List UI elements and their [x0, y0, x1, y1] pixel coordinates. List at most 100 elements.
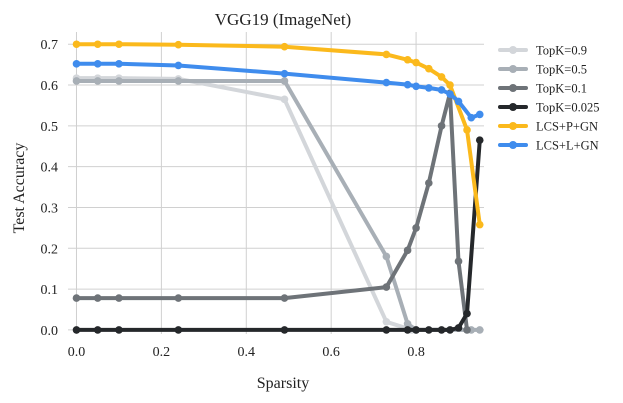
data-point — [382, 50, 391, 59]
legend-label: TopK=0.5 — [536, 63, 587, 77]
legend-label: TopK=0.1 — [536, 82, 587, 96]
data-point — [382, 317, 391, 326]
y-tick-label: 0.1 — [41, 283, 59, 298]
data-point — [72, 40, 81, 49]
data-point — [446, 326, 454, 334]
data-point — [72, 60, 81, 68]
data-point — [403, 246, 412, 255]
data-point — [93, 294, 102, 302]
data-point — [115, 60, 123, 68]
chart-title: VGG19 (ImageNet) — [215, 10, 351, 29]
legend-item[interactable]: TopK=0.9 — [498, 44, 587, 58]
x-tick-label: 0.0 — [68, 345, 86, 360]
data-point — [475, 326, 484, 334]
data-point — [174, 294, 183, 302]
data-point — [93, 40, 102, 49]
legend-dot-marker — [509, 141, 517, 149]
data-point — [115, 40, 123, 49]
legend-label: TopK=0.9 — [536, 44, 587, 58]
data-point — [280, 69, 289, 78]
legend-dot-marker — [509, 65, 517, 73]
data-point — [412, 326, 420, 334]
data-point — [403, 55, 412, 64]
data-point — [403, 80, 412, 89]
data-point — [403, 319, 412, 328]
series-topk-0-9 — [72, 74, 416, 334]
data-point — [425, 179, 433, 187]
x-tick-label: 0.2 — [153, 345, 171, 360]
legend-dot-marker — [509, 122, 517, 130]
legend-dot-marker — [509, 103, 517, 111]
data-point — [412, 82, 420, 91]
data-point — [93, 77, 102, 85]
series-line — [74, 61, 482, 120]
y-tick-label: 0.4 — [41, 161, 59, 176]
legend-dot-marker — [509, 46, 517, 54]
plot-area — [72, 40, 484, 334]
legend-dot-marker — [509, 84, 517, 92]
data-point — [382, 283, 391, 291]
y-tick-label: 0.7 — [41, 38, 59, 53]
data-point — [454, 97, 463, 106]
data-point — [446, 90, 454, 98]
series-line — [74, 79, 482, 332]
data-point — [174, 61, 183, 70]
data-point — [93, 60, 102, 68]
data-point — [425, 326, 433, 334]
data-point — [174, 326, 183, 334]
data-point — [280, 42, 289, 51]
series-line — [74, 138, 482, 332]
legend-item[interactable]: LCS+L+GN — [498, 139, 599, 153]
data-point — [454, 324, 463, 332]
series-topk-0-025 — [72, 136, 484, 334]
y-axis-label: Test Accuracy — [11, 143, 28, 234]
y-tick-label: 0.6 — [41, 79, 59, 94]
data-point — [475, 220, 484, 229]
data-point — [382, 78, 391, 87]
x-tick-label: 0.4 — [238, 345, 256, 360]
x-tick-label: 0.6 — [322, 345, 340, 360]
y-tick-label: 0.5 — [41, 120, 59, 135]
data-point — [174, 40, 183, 49]
data-point — [454, 257, 463, 266]
data-point — [403, 326, 412, 334]
legend-item[interactable]: TopK=0.5 — [498, 63, 587, 77]
data-point — [115, 77, 123, 85]
data-point — [475, 136, 484, 144]
data-point — [280, 294, 289, 302]
data-point — [174, 77, 183, 85]
data-point — [115, 326, 123, 334]
legend-item[interactable]: TopK=0.025 — [498, 101, 599, 115]
x-axis-ticks: 0.0 0.2 0.4 0.6 0.8 — [68, 345, 425, 360]
legend-item[interactable]: LCS+P+GN — [498, 120, 598, 134]
y-tick-label: 0.2 — [41, 242, 59, 257]
legend-label: LCS+L+GN — [536, 139, 599, 153]
legend[interactable]: TopK=0.9 TopK=0.5 TopK=0.1 TopK=0.025 LCS+P+… — [498, 44, 599, 153]
data-point — [382, 326, 391, 334]
legend-label: TopK=0.025 — [536, 101, 599, 115]
data-point — [412, 58, 420, 67]
y-axis-ticks: 0.0 0.1 0.2 0.3 0.4 0.5 0.6 0.7 — [41, 38, 59, 339]
series-line — [74, 76, 414, 332]
series-lcs-p-gn — [72, 40, 484, 229]
legend-item[interactable]: TopK=0.1 — [498, 82, 587, 96]
data-point — [463, 126, 471, 134]
y-tick-label: 0.3 — [41, 201, 59, 216]
data-point — [280, 77, 289, 85]
data-point — [72, 77, 81, 85]
data-point — [115, 294, 123, 302]
data-point — [437, 86, 446, 94]
series-line — [74, 91, 469, 332]
data-point — [72, 326, 81, 334]
data-point — [467, 113, 476, 122]
data-point — [463, 309, 471, 318]
x-tick-label: 0.8 — [407, 345, 425, 360]
data-point — [437, 326, 446, 334]
legend-label: LCS+P+GN — [536, 120, 598, 134]
data-point — [437, 73, 446, 81]
series-lcs-l-gn — [72, 60, 484, 122]
data-point — [72, 294, 81, 302]
data-point — [382, 252, 391, 261]
data-point — [425, 84, 433, 92]
